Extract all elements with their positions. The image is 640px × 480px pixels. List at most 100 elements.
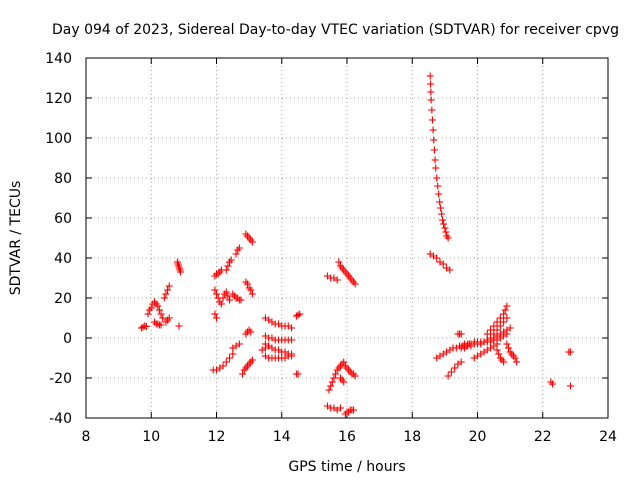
data-point	[157, 321, 165, 329]
axis-ticks: 8 10 12 14 16 18 20 22 24 -40 -20 0 20 40 60 80 100 120 14…	[45, 51, 617, 445]
data-point	[217, 300, 225, 308]
data-point	[235, 340, 243, 348]
data-point	[224, 262, 232, 270]
data-point	[248, 356, 256, 364]
data-point	[288, 324, 296, 332]
data-point	[162, 290, 170, 298]
data-point	[457, 358, 465, 366]
y-tick-label: -40	[49, 411, 72, 427]
data-point	[227, 256, 235, 264]
data-point	[442, 228, 450, 236]
data-point	[328, 378, 336, 386]
data-point	[496, 314, 504, 322]
data-point	[237, 296, 245, 304]
data-point	[222, 266, 230, 274]
y-axis-label: SDTVAR / TECUs	[8, 181, 24, 296]
data-point	[222, 288, 230, 296]
data-point	[496, 322, 504, 330]
data-point	[213, 314, 220, 322]
data-point	[549, 380, 557, 388]
data-point	[431, 156, 439, 164]
data-point	[211, 286, 219, 294]
data-point	[226, 296, 234, 304]
data-point	[224, 292, 232, 300]
data-point	[500, 358, 508, 366]
data-point	[229, 350, 237, 358]
data-point	[432, 164, 440, 172]
data-point	[265, 342, 273, 350]
data-point	[154, 320, 162, 328]
x-tick-label: 12	[208, 429, 226, 445]
data-point	[457, 330, 465, 338]
data-point	[351, 372, 359, 380]
data-point	[446, 266, 454, 274]
data-point	[247, 286, 255, 294]
data-point	[142, 322, 150, 330]
x-axis-label: GPS time / hours	[288, 459, 405, 475]
data-point	[243, 280, 251, 288]
data-point	[330, 374, 338, 382]
data-point	[493, 318, 501, 326]
data-point	[235, 244, 243, 252]
data-point	[165, 282, 173, 290]
data-point	[164, 286, 172, 294]
data-point	[513, 358, 521, 366]
data-point	[427, 80, 435, 88]
data-point	[222, 358, 230, 366]
data-point	[232, 250, 240, 258]
data-point	[433, 174, 441, 182]
data-point	[147, 304, 155, 312]
x-tick-label: 24	[599, 429, 617, 445]
y-tick-label: 140	[45, 51, 72, 67]
chart-title: Day 094 of 2023, Sidereal Day-to-day VTE…	[52, 22, 619, 38]
data-point	[157, 310, 165, 318]
data-point	[340, 358, 348, 366]
data-point	[350, 406, 358, 414]
x-tick-label: 14	[273, 429, 291, 445]
y-tick-label: 100	[45, 131, 72, 147]
data-point	[247, 328, 255, 336]
x-tick-label: 10	[142, 429, 160, 445]
y-tick-label: 120	[45, 91, 72, 107]
data-point	[211, 310, 219, 318]
data-point	[351, 280, 359, 288]
data-point	[487, 334, 495, 342]
data-point	[430, 146, 438, 154]
data-point	[296, 310, 304, 318]
data-point	[433, 254, 441, 262]
x-tick-label: 22	[534, 429, 552, 445]
data-point	[504, 344, 512, 352]
y-tick-label: 20	[54, 291, 72, 307]
data-point	[335, 258, 343, 266]
y-tick-label: 40	[54, 251, 72, 267]
data-point	[165, 314, 173, 322]
data-point	[427, 88, 435, 96]
data-point	[333, 276, 341, 284]
data-point	[487, 326, 495, 334]
data-point	[248, 290, 256, 298]
data-point	[500, 310, 508, 318]
data-point	[336, 404, 344, 412]
data-point	[493, 326, 501, 334]
y-tick-label: 0	[63, 331, 72, 347]
data-point	[493, 340, 501, 348]
data-point	[506, 324, 514, 332]
data-point	[435, 190, 443, 198]
data-point	[159, 314, 167, 322]
data-point	[439, 260, 447, 268]
data-point	[441, 224, 449, 232]
x-tick-label: 16	[338, 429, 356, 445]
data-point	[294, 311, 302, 319]
data-point	[239, 370, 247, 378]
data-point	[325, 386, 333, 394]
y-tick-label: 80	[54, 171, 72, 187]
grid-lines	[86, 58, 608, 418]
data-point	[447, 368, 455, 376]
x-tick-label: 8	[82, 429, 91, 445]
data-point	[428, 106, 436, 114]
data-point	[490, 330, 498, 338]
data-point	[340, 378, 348, 386]
data-point	[511, 354, 519, 362]
data-point	[566, 382, 574, 390]
data-point	[490, 322, 498, 330]
